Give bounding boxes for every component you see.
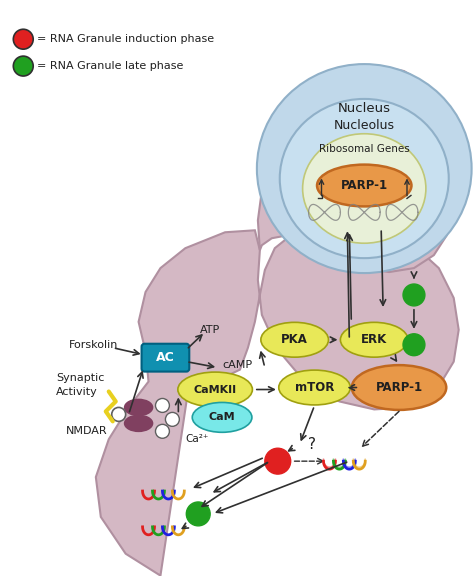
Ellipse shape <box>340 323 408 357</box>
Text: = RNA Granule late phase: = RNA Granule late phase <box>37 61 183 71</box>
Ellipse shape <box>125 415 153 432</box>
Ellipse shape <box>257 64 472 273</box>
Circle shape <box>13 56 33 76</box>
Ellipse shape <box>178 372 253 407</box>
Polygon shape <box>258 66 457 272</box>
Text: Synaptic: Synaptic <box>56 373 104 383</box>
Text: Ca²⁺: Ca²⁺ <box>185 434 209 444</box>
Text: Activity: Activity <box>56 387 98 396</box>
Text: Nucleus: Nucleus <box>338 102 391 115</box>
Ellipse shape <box>261 323 328 357</box>
Ellipse shape <box>317 164 411 207</box>
Circle shape <box>186 502 210 526</box>
Text: Nucleolus: Nucleolus <box>334 119 395 132</box>
Ellipse shape <box>125 399 153 415</box>
Circle shape <box>155 399 169 413</box>
Circle shape <box>265 448 291 474</box>
Circle shape <box>403 284 425 306</box>
Circle shape <box>165 413 179 426</box>
Circle shape <box>112 407 126 421</box>
Circle shape <box>155 424 169 439</box>
Ellipse shape <box>280 99 449 258</box>
Text: mTOR: mTOR <box>295 381 334 394</box>
Text: = RNA Granule induction phase: = RNA Granule induction phase <box>37 34 214 44</box>
Circle shape <box>13 29 33 49</box>
Ellipse shape <box>279 370 350 405</box>
Ellipse shape <box>192 402 252 432</box>
Text: PARP-1: PARP-1 <box>375 381 423 394</box>
Text: Ribosomal Genes: Ribosomal Genes <box>319 144 410 153</box>
Circle shape <box>403 334 425 355</box>
Text: PKA: PKA <box>281 334 308 346</box>
Text: ERK: ERK <box>361 334 387 346</box>
FancyBboxPatch shape <box>142 344 189 372</box>
Text: ?: ? <box>308 437 316 452</box>
Text: Forskolin: Forskolin <box>69 340 118 350</box>
Text: CaMKII: CaMKII <box>193 384 237 395</box>
Polygon shape <box>96 218 459 576</box>
Text: CaM: CaM <box>209 413 236 422</box>
Ellipse shape <box>302 134 426 243</box>
Text: AC: AC <box>156 351 175 364</box>
Text: ATP: ATP <box>200 325 220 335</box>
Text: PARP-1: PARP-1 <box>341 179 388 192</box>
Text: NMDAR: NMDAR <box>66 426 108 436</box>
Ellipse shape <box>352 365 446 410</box>
Text: cAMP: cAMP <box>222 359 252 370</box>
